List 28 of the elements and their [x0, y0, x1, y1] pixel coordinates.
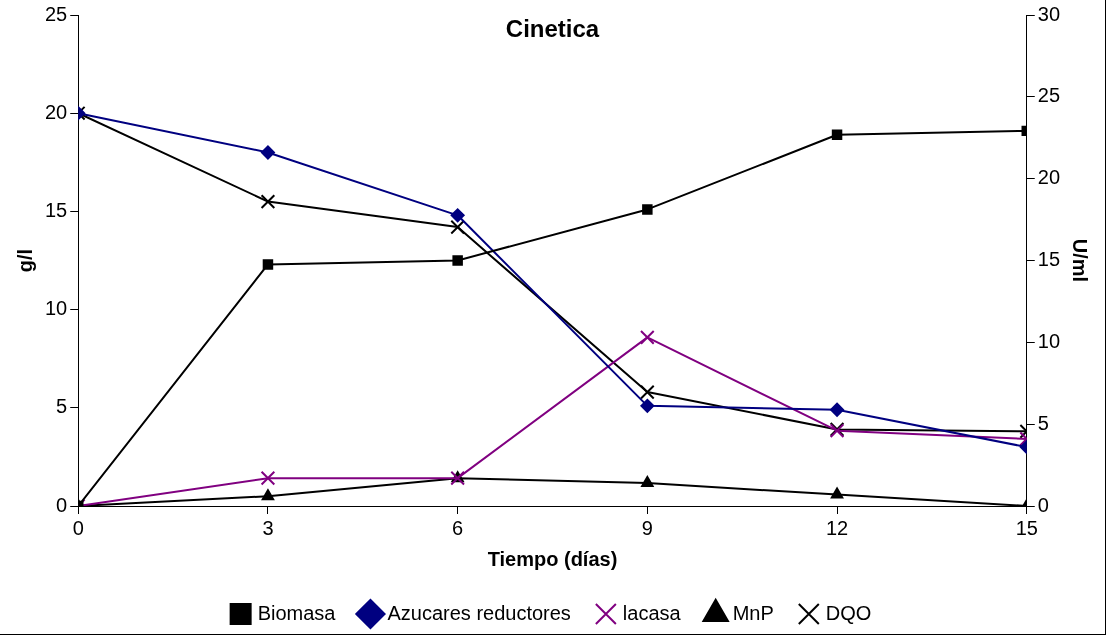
chart-title: Cinetica	[505, 15, 600, 43]
y2-axis-title: U/ml	[1069, 238, 1092, 283]
y2-tick-label: 0	[1037, 493, 1049, 516]
y2-tick-label: 25	[1037, 84, 1060, 107]
y-tick-label: 10	[45, 297, 68, 320]
legend-label: DQO	[825, 601, 872, 624]
legend-label: MnP	[732, 601, 774, 624]
x-tick-label: 9	[641, 516, 653, 539]
x-tick-label: 6	[452, 516, 464, 539]
y-axis-title: g/l	[13, 248, 36, 273]
x-tick-label: 3	[262, 516, 274, 539]
legend-label: lacasa	[622, 601, 682, 624]
legend-label: Biomasa	[257, 601, 337, 624]
y2-tick-label: 15	[1037, 248, 1060, 271]
x-axis-title: Tiempo (días)	[487, 547, 618, 570]
x-tick-label: 15	[1015, 516, 1038, 539]
legend-label: Azucares reductores	[387, 601, 571, 624]
y-tick-label: 15	[45, 198, 68, 221]
y-tick-label: 0	[56, 493, 68, 516]
y-tick-label: 20	[45, 100, 68, 123]
x-tick-label: 12	[825, 516, 849, 539]
y2-tick-label: 5	[1037, 411, 1049, 434]
y2-tick-label: 10	[1037, 329, 1060, 352]
y-tick-label: 5	[56, 395, 68, 418]
x-tick-label: 0	[72, 516, 84, 539]
y2-tick-label: 30	[1037, 2, 1060, 25]
y-tick-label: 25	[45, 2, 68, 25]
y2-tick-label: 20	[1037, 166, 1060, 189]
